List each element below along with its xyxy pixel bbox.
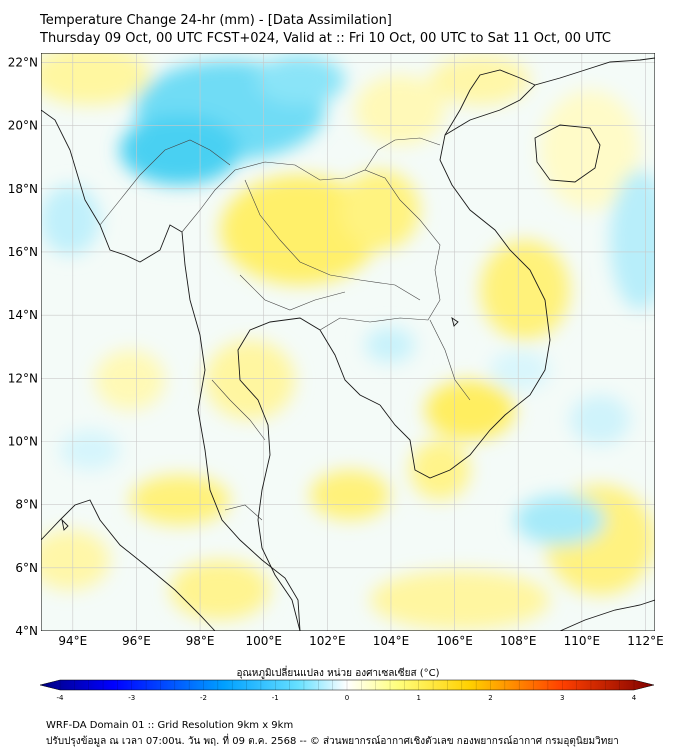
- colorbar-tick-label: -1: [272, 694, 279, 702]
- lat-tick-label: 22°N: [8, 55, 38, 69]
- longitude-labels: 94°E 96°E 98°E 100°E 102°E 104°E 106°E 108°E 110…: [58, 634, 663, 648]
- footer-domain: WRF-DA Domain 01 :: Grid Resolution 9km …: [46, 720, 294, 731]
- colorbar-tick-label: 4: [632, 694, 637, 702]
- temperature-field: [41, 53, 655, 631]
- lat-tick-label: 10°N: [8, 434, 38, 448]
- colorbar-tick-label: -2: [200, 694, 207, 702]
- colorbar-ramp: [39, 679, 655, 691]
- lon-tick-label: 106°E: [436, 634, 473, 648]
- lat-tick-label: 6°N: [15, 561, 38, 575]
- lon-tick-label: 94°E: [58, 634, 87, 648]
- latitude-labels: 22°N 20°N 18°N 16°N 14°N 12°N 10°N 8°N 6°N 4°N: [8, 55, 38, 638]
- lon-tick-label: 96°E: [122, 634, 151, 648]
- lon-tick-label: 102°E: [309, 634, 346, 648]
- map-subtitle: Thursday 09 Oct, 00 UTC FCST+024, Valid …: [40, 31, 611, 46]
- colorbar-tick-label: 3: [560, 694, 564, 702]
- colorbar-tick-label: 0: [345, 694, 349, 702]
- lat-tick-label: 8°N: [15, 498, 38, 512]
- lon-tick-label: 104°E: [373, 634, 410, 648]
- colorbar-tick-label: -4: [57, 694, 65, 702]
- lon-tick-label: 98°E: [186, 634, 215, 648]
- footer-credit: ปรับปรุงข้อมูล ณ เวลา 07:00น. วัน พฤ. ที…: [46, 736, 619, 747]
- lon-tick-label: 100°E: [245, 634, 282, 648]
- lat-tick-label: 20°N: [8, 119, 38, 133]
- colorbar-tick-label: -3: [128, 694, 135, 702]
- map-title: Temperature Change 24-hr (mm) - [Data As…: [40, 13, 392, 28]
- lat-tick-label: 4°N: [15, 624, 38, 638]
- lon-tick-label: 108°E: [500, 634, 537, 648]
- lat-tick-label: 12°N: [8, 371, 38, 385]
- colorbar-tick-label: 1: [417, 694, 421, 702]
- graticule: [41, 53, 655, 631]
- lon-tick-label: 112°E: [627, 634, 664, 648]
- coastlines: [41, 57, 655, 631]
- colorbar-title: อุณหภูมิเปลี่ยนแปลง หน่วย องศาเซลเซียส (…: [236, 668, 440, 679]
- lat-tick-label: 18°N: [8, 182, 38, 196]
- lat-tick-label: 16°N: [8, 245, 38, 259]
- colorbar: -4 -3 -2 -1 0 1 2 3 4: [39, 679, 655, 702]
- lat-tick-label: 14°N: [8, 308, 38, 322]
- lon-tick-label: 110°E: [564, 634, 601, 648]
- colorbar-ticks: -4 -3 -2 -1 0 1 2 3 4: [57, 680, 637, 702]
- colorbar-tick-label: 2: [488, 694, 492, 702]
- borders: [99, 137, 471, 521]
